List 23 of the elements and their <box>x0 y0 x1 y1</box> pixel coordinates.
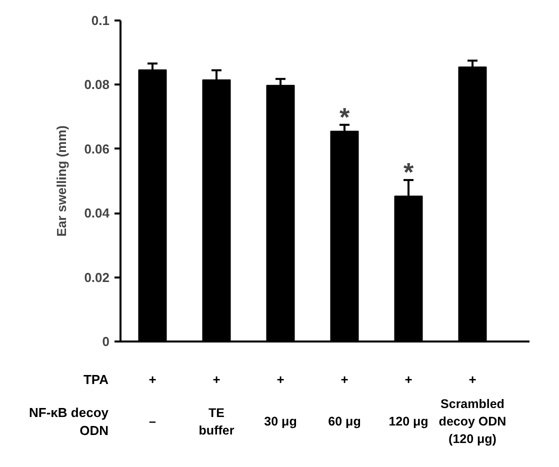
annotation: * <box>339 102 350 132</box>
x-tick-label: TE buffer <box>198 406 234 438</box>
y-tick-label: 0 <box>102 334 110 349</box>
text: TPA <box>83 372 110 387</box>
y-tick-label: 0.02 <box>84 270 110 285</box>
text: + <box>212 372 221 387</box>
x-tick-label: 30 μg <box>264 414 297 428</box>
text: + <box>468 372 477 387</box>
y-tick-label: 0.08 <box>84 77 110 92</box>
y-axis-title: Ear swelling (mm) <box>54 125 70 237</box>
text: + <box>404 372 413 387</box>
text: + <box>148 372 157 387</box>
y-tick-label: 0.1 <box>91 13 110 28</box>
x-tick-label: 60 μg <box>328 414 361 428</box>
y-tick-label: 0.06 <box>84 141 110 156</box>
x-tick-label: – <box>149 414 156 428</box>
x-tick-label: 120 μg <box>388 414 428 428</box>
y-tick-label: 0.04 <box>84 206 110 221</box>
text: + <box>340 372 349 387</box>
text: + <box>276 372 285 387</box>
x-tick-label: Scrambled decoy ODN (120 μg) <box>438 397 506 446</box>
text: NF-κB decoy ODN <box>29 405 110 438</box>
annotation: * <box>403 157 414 187</box>
